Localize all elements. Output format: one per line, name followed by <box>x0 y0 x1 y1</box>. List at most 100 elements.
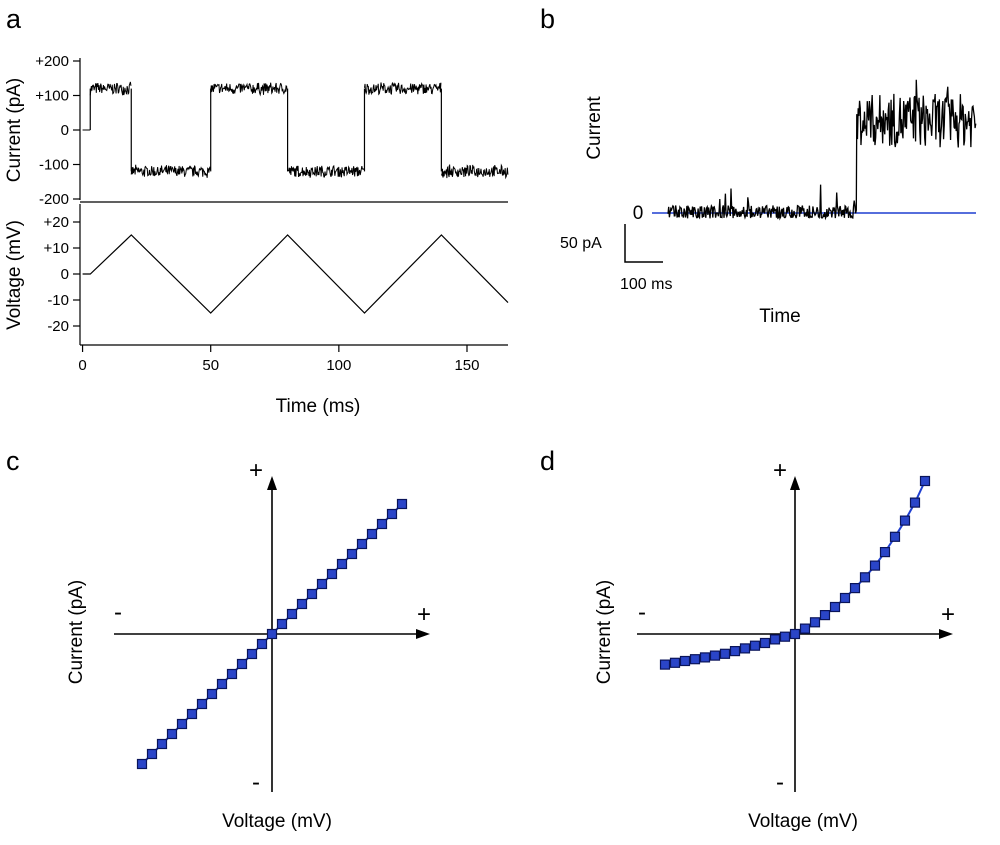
d-x-axis-arrow <box>939 629 953 639</box>
panel-label-a: a <box>6 4 22 34</box>
d-data-point <box>789 628 801 640</box>
c-data-point <box>376 518 388 530</box>
d-data-point <box>799 623 811 634</box>
a-xtick-label: 50 <box>202 357 219 374</box>
d-data-point <box>909 497 921 508</box>
b-current-trace <box>667 79 977 221</box>
c-data-point <box>346 548 358 560</box>
a-voltage-ytick-label: 0 <box>61 266 69 283</box>
c-data-point <box>366 528 378 540</box>
d-data-point <box>809 617 821 628</box>
c-data-point <box>256 638 268 650</box>
d-data-point <box>899 515 911 526</box>
c-data-point <box>276 618 288 630</box>
d-data-point <box>849 582 861 594</box>
a-current-ytick-label: -100 <box>39 157 69 174</box>
d-data-point <box>839 592 851 604</box>
a-current-trace-segment <box>363 82 442 96</box>
d-data-point <box>739 643 751 654</box>
d-data-point <box>669 657 681 668</box>
b-scale-bar <box>624 224 663 263</box>
d-data-point <box>709 650 721 661</box>
c-data-point <box>356 538 368 550</box>
a-xlabel: Time (ms) <box>276 396 361 417</box>
a-voltage-ytick-label: -20 <box>47 318 69 335</box>
a-xtick-label: 100 <box>326 357 351 374</box>
c-data-point <box>306 588 318 600</box>
d-data-point <box>919 475 931 487</box>
panel-label-d: d <box>540 446 555 476</box>
panel-c: Current (pA) Voltage (mV) - + + - <box>66 457 431 832</box>
c-data-point <box>146 748 158 760</box>
panel-label-b: b <box>540 4 555 34</box>
a-voltage-ytick-label: +20 <box>44 214 69 231</box>
c-y-neg-label: - <box>252 769 260 796</box>
a-current-ytick-label: 0 <box>61 122 69 139</box>
d-y-neg-label: - <box>776 769 784 796</box>
c-data-point <box>216 678 228 690</box>
c-data-point <box>296 598 308 610</box>
a-current-ytick-label: +100 <box>35 88 69 105</box>
a-voltage-trace <box>82 234 509 314</box>
c-data-point <box>186 708 198 720</box>
a-current-trace-segment <box>440 163 509 180</box>
b-scalebar-x-label: 100 ms <box>620 276 672 293</box>
d-y-axis-arrow <box>790 476 800 490</box>
c-x-pos-label: + <box>417 601 431 628</box>
c-y-axis-arrow <box>267 476 277 490</box>
b-xlabel: Time <box>759 306 801 327</box>
c-data-point <box>226 668 238 680</box>
d-data-point <box>719 648 731 659</box>
c-data-point <box>286 608 298 620</box>
c-data-point <box>266 628 278 640</box>
d-data-point <box>879 546 891 558</box>
c-data-point <box>326 568 338 580</box>
a-xtick-label: 150 <box>454 357 479 374</box>
c-data-point <box>236 658 248 670</box>
d-data-point <box>699 652 711 663</box>
c-data-point <box>386 508 398 520</box>
b-zero-label: 0 <box>633 203 644 224</box>
a-voltage-ytick-label: +10 <box>44 240 69 257</box>
c-data-point <box>156 738 168 750</box>
d-data-point <box>829 601 841 613</box>
b-scalebar-y-label: 50 pA <box>560 235 602 252</box>
a-voltage-ylabel: Voltage (mV) <box>4 220 25 330</box>
d-xlabel: Voltage (mV) <box>748 811 858 832</box>
panel-d: Current (pA) Voltage (mV) - + + - <box>594 457 955 832</box>
d-ylabel: Current (pA) <box>594 580 615 685</box>
d-data-point <box>869 560 881 571</box>
d-data-point <box>779 631 791 642</box>
c-x-neg-label: - <box>114 599 122 626</box>
a-current-trace-segment <box>130 164 211 178</box>
c-data-point <box>316 578 328 590</box>
panel-label-c: c <box>6 446 20 476</box>
c-y-pos-label: + <box>249 457 263 484</box>
c-ylabel: Current (pA) <box>66 580 87 685</box>
a-xtick-label: 0 <box>78 357 86 374</box>
b-ylabel: Current <box>584 96 605 160</box>
c-data-point <box>166 728 178 740</box>
panel-b: Current 0 50 pA 100 ms Time <box>560 79 977 327</box>
a-current-ytick-label: +200 <box>35 53 69 70</box>
d-data-point <box>659 659 671 670</box>
d-data-point <box>729 645 741 657</box>
d-y-pos-label: + <box>773 457 787 484</box>
c-data-point <box>206 688 218 700</box>
d-data-point <box>689 654 701 665</box>
d-data-point <box>679 655 691 667</box>
c-data-point <box>136 758 148 770</box>
d-data-point <box>749 640 761 651</box>
a-current-ytick-label: -200 <box>39 191 69 208</box>
a-current-trace-segment <box>89 81 132 96</box>
a-voltage-ytick-label: -10 <box>47 292 69 309</box>
a-current-trace-segment <box>210 82 288 97</box>
a-current-ylabel: Current (pA) <box>4 78 25 183</box>
d-x-neg-label: - <box>638 599 646 626</box>
d-data-point <box>859 572 871 583</box>
c-x-axis-arrow <box>416 629 430 639</box>
panel-a: Current (pA) Voltage (mV) Time (ms) +200… <box>4 53 509 417</box>
c-data-point <box>396 498 408 510</box>
c-xlabel: Voltage (mV) <box>222 811 332 832</box>
d-x-pos-label: + <box>941 601 955 628</box>
